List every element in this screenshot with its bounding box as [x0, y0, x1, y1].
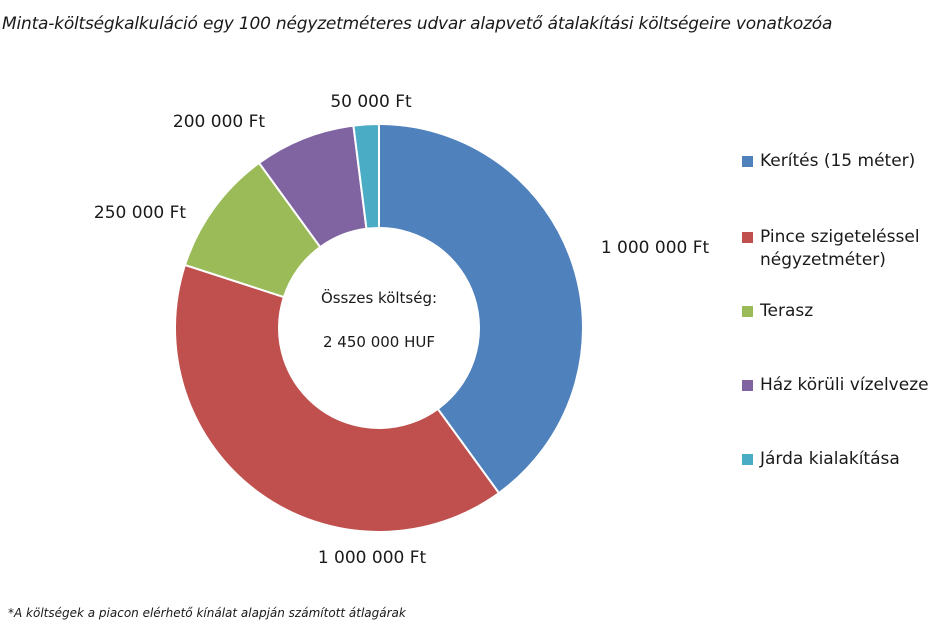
donut-center-text: Összes költség: 2 450 000 HUF — [321, 289, 437, 351]
legend-label: Kerítés (15 méter) — [760, 151, 916, 171]
legend-label: Pince szigeteléssel négyzetméter) — [760, 227, 920, 270]
legend-item-3: Terasz — [742, 300, 813, 323]
legend-item-1: Kerítés (15 méter) — [742, 150, 915, 173]
donut-slice-5 — [352, 122, 380, 230]
legend-item-2: Pince szigeteléssel négyzetméter) — [742, 226, 920, 272]
legend-swatch — [742, 232, 753, 243]
data-label-5: 50 000 Ft — [330, 92, 412, 112]
donut-slice-2 — [174, 263, 501, 533]
data-label-3: 250 000 Ft — [93, 203, 187, 223]
data-label-1: 1 000 000 Ft — [600, 238, 710, 258]
legend-label: Terasz — [760, 301, 814, 321]
total-cost-label: Összes költség: — [320, 289, 438, 307]
total-cost-value: 2 450 000 HUF — [323, 333, 435, 351]
legend-swatch — [742, 454, 753, 465]
legend-swatch — [742, 156, 753, 167]
footnote: *A költségek a piacon elérhető kínálat a… — [8, 606, 406, 620]
legend-item-5: Járda kialakítása — [742, 448, 900, 471]
legend-swatch — [742, 306, 753, 317]
data-label-2: 1 000 000 Ft — [317, 548, 427, 568]
data-label-4: 200 000 Ft — [172, 112, 266, 132]
legend-item-4: Ház körüli vízelveze — [742, 374, 929, 397]
legend-label: Ház körüli vízelveze — [760, 375, 929, 395]
chart-title: Minta-költségkalkuláció egy 100 négyzetm… — [2, 14, 833, 34]
legend-swatch — [742, 380, 753, 391]
donut-slice-1 — [378, 122, 584, 495]
legend-label: Járda kialakítása — [760, 449, 900, 469]
